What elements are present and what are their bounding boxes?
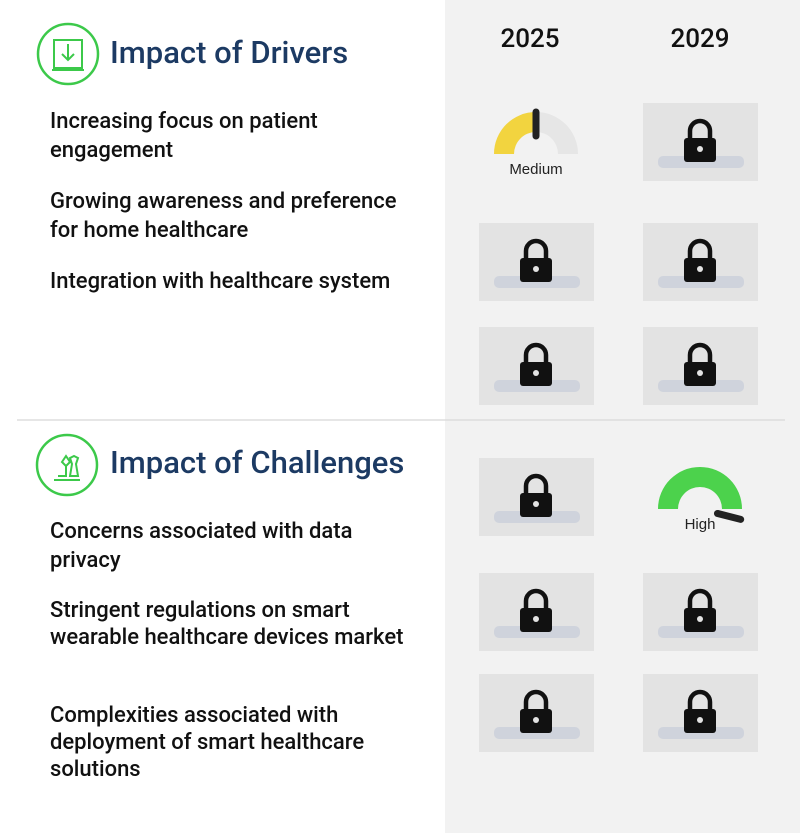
lock-hole (697, 146, 703, 152)
driver-item: Integration with healthcare system (50, 269, 391, 294)
gauge-fill (494, 112, 536, 154)
gauge-label: Medium (509, 161, 562, 178)
lock-shackle (687, 118, 713, 139)
lock-hole (697, 616, 703, 622)
gauge-fill (658, 466, 742, 509)
lock-hole (533, 616, 539, 622)
locked-cell (479, 458, 594, 536)
driver-item: Increasing focus on patient engagement (50, 109, 318, 163)
lock-shackle (687, 689, 713, 710)
locked-cell (479, 223, 594, 301)
lock-hole (697, 370, 703, 376)
locked-cell (643, 674, 758, 752)
lock-hole (697, 266, 703, 272)
challenge-item: Stringent regulations on smart wearable … (50, 598, 404, 650)
gauge-label: High (685, 516, 716, 533)
lock-shackle (523, 342, 549, 363)
lock-hole (533, 717, 539, 723)
section-title: Impact of Challenges (110, 444, 405, 481)
section-title: Impact of Drivers (110, 34, 349, 71)
locked-cell (479, 327, 594, 405)
challenges-icon (35, 433, 99, 497)
lock-shackle (687, 238, 713, 259)
challenge-item: Concerns associated with data privacy (50, 519, 353, 573)
lock-hole (533, 501, 539, 507)
lock-hole (697, 717, 703, 723)
locked-cell (643, 573, 758, 651)
lock-hole (533, 370, 539, 376)
lock-shackle (523, 238, 549, 259)
challenge-item: Complexities associated with deployment … (50, 703, 365, 782)
locked-cell (643, 103, 758, 181)
lock-hole (533, 266, 539, 272)
year-header: 2029 (670, 24, 730, 54)
year-header: 2025 (500, 24, 560, 54)
lock-shackle (523, 473, 549, 494)
drivers-icon (36, 22, 100, 86)
locked-cell (479, 573, 594, 651)
locked-cell (643, 223, 758, 301)
lock-shackle (523, 689, 549, 710)
locked-cell (643, 327, 758, 405)
lock-shackle (523, 588, 549, 609)
gauge: Medium (494, 108, 578, 178)
driver-item: Growing awareness and preference for hom… (50, 189, 397, 243)
gauge: High (658, 466, 745, 533)
lock-shackle (687, 342, 713, 363)
locked-cell (479, 674, 594, 752)
lock-shackle (687, 588, 713, 609)
gauge-needle (713, 509, 745, 523)
